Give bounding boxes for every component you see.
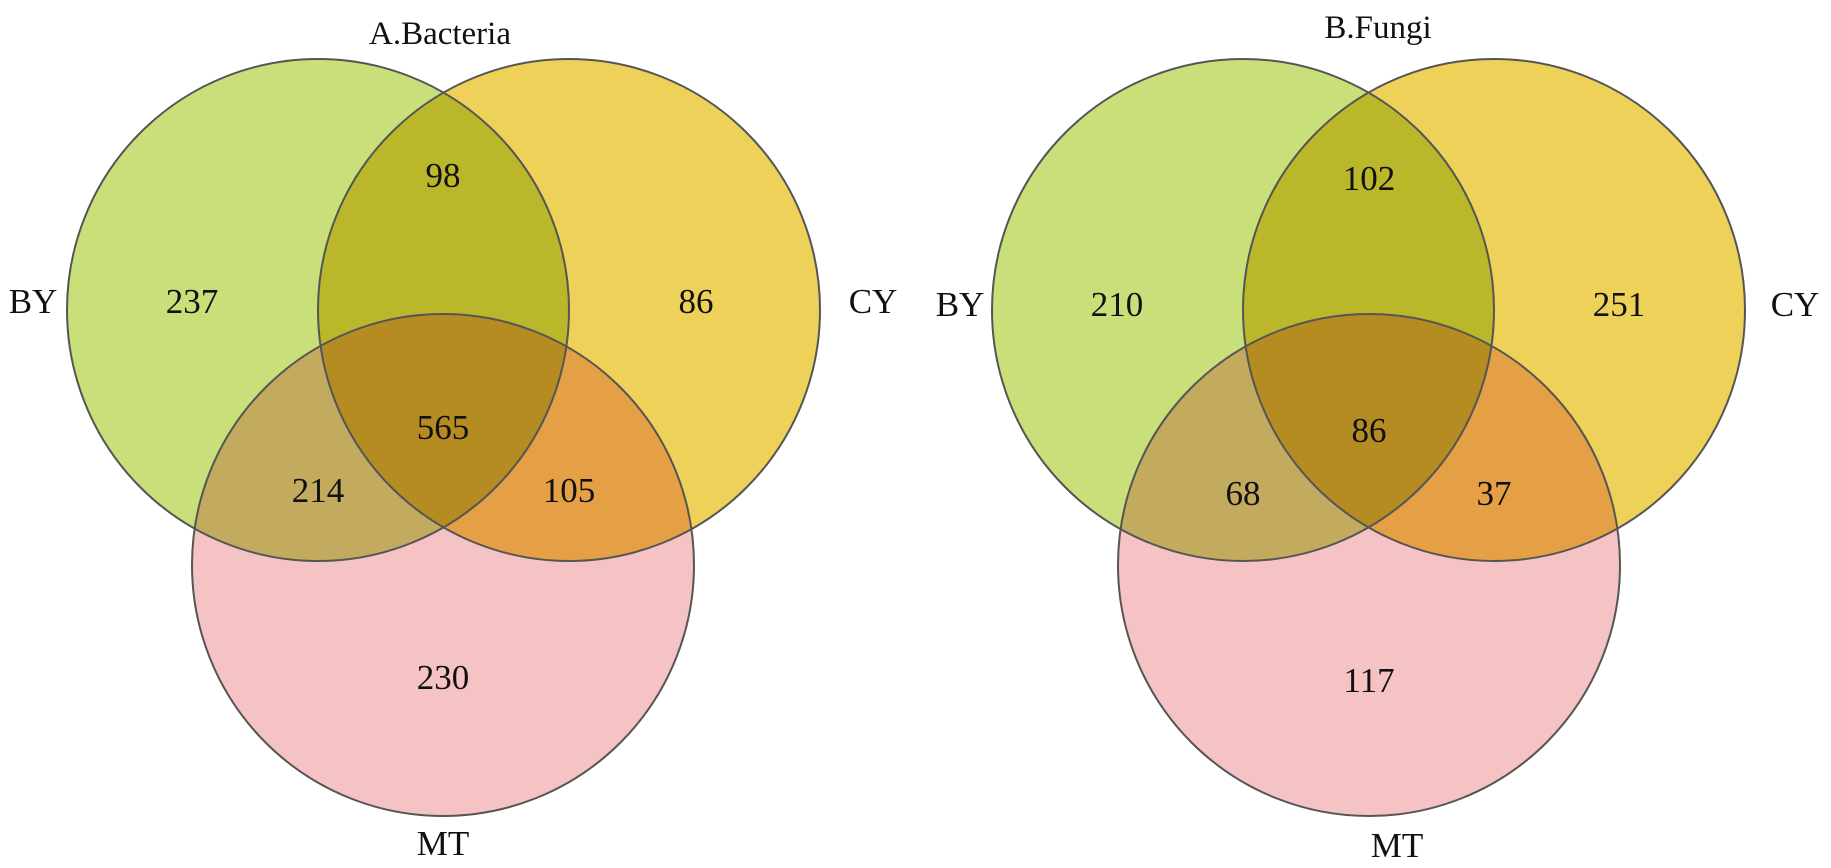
venn-panel-fungi: B.Fungi BY CY MT 210 251 117 102 68 37 8…	[936, 10, 1820, 865]
circle-cy-outline	[1242, 58, 1746, 562]
count-all: 565	[417, 408, 470, 447]
count-cy-only: 251	[1593, 285, 1646, 324]
set-label-by: BY	[936, 285, 985, 324]
count-all: 86	[1352, 411, 1387, 450]
circle-cy-outline	[317, 58, 821, 562]
count-cy-mt: 37	[1477, 474, 1512, 513]
circle-mt	[192, 314, 694, 816]
count-by-only: 210	[1091, 285, 1144, 324]
circle-mt-outline	[191, 313, 695, 817]
count-cy-only: 86	[679, 282, 714, 321]
count-by-only: 237	[166, 282, 219, 321]
count-by-mt: 68	[1226, 474, 1261, 513]
set-label-by: BY	[9, 282, 58, 321]
count-by-mt: 214	[292, 471, 345, 510]
circle-by-outline	[66, 58, 570, 562]
set-label-cy: CY	[849, 282, 898, 321]
count-mt-only: 230	[417, 658, 470, 697]
circle-mt	[1118, 314, 1620, 816]
count-by-cy: 98	[426, 156, 461, 195]
panel-title: A.Bacteria	[369, 16, 511, 52]
circle-by-outline	[991, 58, 1495, 562]
count-mt-only: 117	[1343, 661, 1394, 700]
set-label-mt: MT	[417, 824, 470, 863]
set-label-cy: CY	[1771, 285, 1820, 324]
circle-mt-outline	[1117, 313, 1621, 817]
panel-title: B.Fungi	[1324, 10, 1431, 46]
count-cy-mt: 105	[543, 471, 596, 510]
set-label-mt: MT	[1371, 826, 1424, 865]
venn-panel-bacteria: A.Bacteria BY CY MT 237 86 230 98 214 10…	[9, 16, 898, 863]
count-by-cy: 102	[1343, 159, 1396, 198]
